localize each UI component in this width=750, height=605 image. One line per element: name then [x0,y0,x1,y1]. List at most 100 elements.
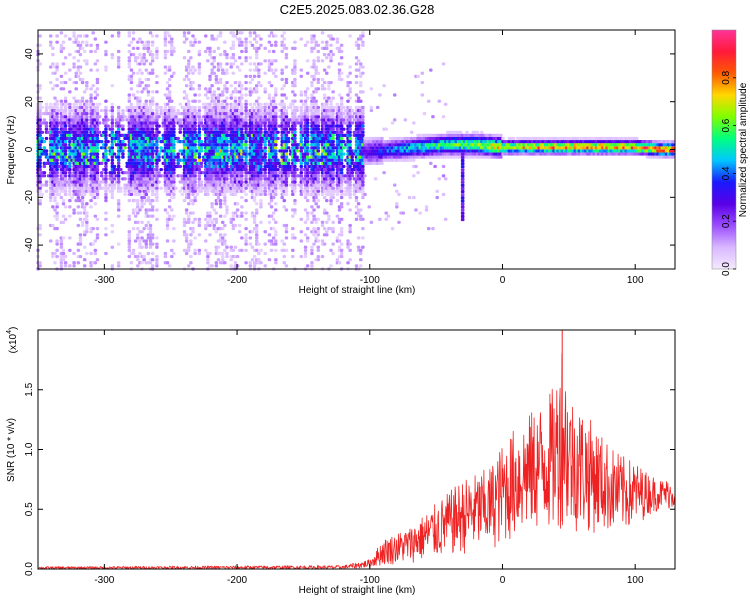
spectrogram-cell [252,37,257,41]
spectrogram-cell [240,62,244,66]
spectrogram-cell [170,37,174,41]
spectrogram-cell [331,251,335,256]
spectrogram-cell [159,186,163,190]
spectrogram-cell [38,124,42,128]
spectrogram-cell [314,65,318,69]
spectrogram-cell [322,93,327,97]
spectrogram-cell [110,223,115,228]
spectrogram-cell [74,102,78,106]
spectrogram-cell [193,174,197,178]
spectrogram-cell [104,136,108,141]
spectrogram-cell [314,102,318,106]
spectrogram-cell [182,40,187,44]
spectrogram-cell [136,211,140,215]
spectrogram-cell [348,143,352,147]
spectrogram-cell [68,192,72,197]
spectrogram-cell [116,202,121,206]
spectrogram-cell [274,155,278,159]
spectrogram-cell [339,171,344,175]
spectrogram-cell [214,248,219,252]
spectrogram-cell [225,108,229,113]
spectrogram-cell [150,236,155,240]
spectrogram-cell [274,152,278,156]
spectrogram-cell [271,236,276,240]
spectrogram-cell [97,121,102,125]
spectrogram-cell [286,146,291,150]
spectrogram-cell [244,99,248,103]
spectrogram-cell [299,161,304,165]
spectrogram-cell [312,199,316,203]
spectrogram-cell [116,130,121,134]
spectrogram-cell [325,220,329,224]
spectrogram-cell [322,53,327,57]
spectrogram-cell [150,214,155,218]
spectrogram-cell [85,214,89,218]
spectrogram-cell [231,40,236,44]
spectrogram-cell [325,71,329,75]
spectrogram-cell [327,87,331,91]
spectrogram-cell [233,87,238,91]
spectrogram-cell [280,34,284,38]
spectrogram-cell [212,71,216,75]
spectrogram-cell [259,84,263,88]
spectrogram-cell [95,87,100,91]
spectrogram-cell [150,152,155,156]
spectrogram-cell [305,174,310,178]
spectrogram-cell [299,37,304,41]
spectrogram-cell [250,258,255,262]
spectrogram-cell [263,155,267,159]
spectrogram-cell [225,161,229,165]
spectrogram-cell [104,227,108,231]
spectrogram-cell [89,205,93,209]
spectrogram-cell [229,96,233,100]
spectrogram-cell [116,49,121,54]
spectrogram-cell [280,99,284,103]
spectrogram-cell [157,155,161,159]
spectrogram-cell [263,251,267,256]
spectrogram-cell [63,189,68,193]
spectrogram-cell [280,239,284,243]
spectrogram-cell [76,195,81,200]
spectrogram-cell [116,264,121,268]
spectrogram-cell [252,220,257,224]
spectrogram-cell [244,40,248,44]
spectrogram-cell [112,164,117,169]
spectrogram-cell [193,130,197,134]
spectrogram-cell [68,205,72,209]
spectrogram-cell [240,146,244,150]
spectrogram-cell [131,93,136,97]
spectrogram-cell [212,59,216,63]
spectrogram-cell [225,87,229,91]
spectrogram-cell [206,254,210,259]
spectrogram-cell [248,261,253,265]
spectrogram-cell [322,208,327,212]
spectrogram-cell [72,96,76,100]
spectrogram-cell [197,40,202,44]
spectrogram-cell [284,192,289,197]
spectrogram-cell [197,220,202,224]
spectrogram-cell [197,68,202,72]
spectrogram-cell [131,248,136,252]
spectrogram-cell [104,40,108,44]
spectrogram-cell [305,96,310,100]
spectrogram-cell [216,245,221,249]
spectrogram-cell [329,49,333,54]
spectrogram-cell [225,90,229,94]
spectrogram-cell [150,199,155,203]
spectrogram-cell [95,68,100,72]
spectrogram-cell [68,199,72,203]
spectrogram-cell [305,186,310,190]
spectrogram-cell [121,155,125,159]
spectrogram-cell [48,43,53,47]
spectrogram-cell [305,227,310,231]
spectrogram-cell [72,56,76,60]
spectrogram-cell [303,251,308,256]
spectrogram-cell [72,264,76,268]
spectrogram-cell [223,248,227,252]
spectrogram-cell [95,149,100,153]
spectrogram-cell [104,112,108,116]
spectrogram-cell [348,195,352,200]
spectrogram-cell [95,174,100,178]
spectrogram-cell [339,102,344,106]
spectrogram-cell [187,220,191,224]
